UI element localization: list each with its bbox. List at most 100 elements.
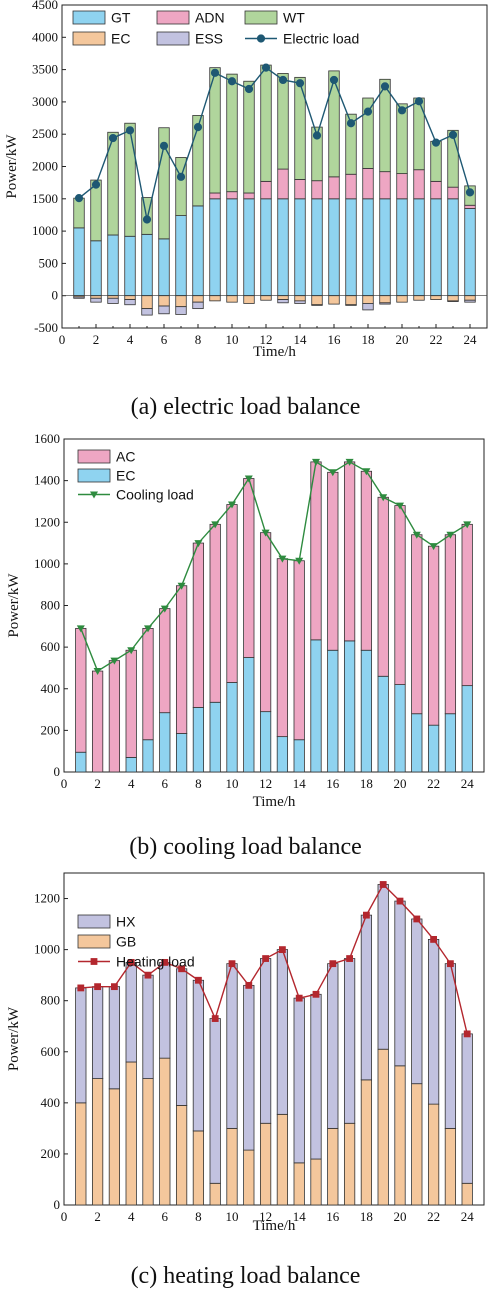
bar-hx — [243, 984, 255, 1151]
bar-ec — [226, 295, 238, 303]
bar-ac — [192, 542, 205, 708]
bar-ec — [293, 739, 305, 773]
bar-gb — [427, 1103, 440, 1206]
bar-hx — [327, 963, 339, 1129]
x-tick-label: 14 — [294, 332, 308, 347]
legend-swatch-ac — [77, 449, 111, 464]
legend-label-adn: ADN — [195, 10, 225, 26]
bar-ac — [75, 627, 87, 753]
legend-label-electric-load: Electric load — [283, 31, 359, 47]
bar-ac — [394, 505, 406, 685]
point-cooling-load — [261, 529, 270, 537]
bar-gb — [293, 1162, 305, 1206]
bar-ec — [394, 684, 406, 773]
point-electric-load — [312, 131, 322, 140]
bar-ac — [159, 608, 171, 714]
bar-adn — [464, 204, 476, 209]
bar-ec — [276, 736, 289, 773]
bar-gt — [175, 215, 187, 297]
bar-gb — [125, 1061, 137, 1206]
bar-adn — [345, 173, 357, 200]
x-tick-label: 24 — [461, 1209, 475, 1224]
bar-adn — [413, 169, 425, 200]
bar-gb — [175, 1104, 188, 1206]
point-heating-load — [396, 897, 404, 905]
x-tick-label: 4 — [128, 776, 135, 791]
bar-ec — [209, 701, 221, 773]
y-tick-label: 800 — [41, 598, 61, 613]
bar-gt — [107, 234, 119, 297]
bar-hx — [91, 986, 104, 1079]
x-tick-label: 8 — [195, 332, 202, 347]
x-tick-label: 6 — [162, 1209, 169, 1224]
legend-marker-cooling-load — [90, 491, 98, 499]
x-tick-label: 20 — [396, 332, 409, 347]
bar-gt — [396, 198, 408, 297]
bar-gb — [461, 1182, 473, 1206]
legend-label-gt: GT — [111, 10, 131, 26]
legend-swatch-adn — [156, 10, 190, 25]
x-tick-label: 22 — [427, 1209, 440, 1224]
bar-ac — [276, 558, 289, 738]
legend-swatch-hx — [77, 914, 111, 929]
bar-gb — [276, 1113, 289, 1206]
point-cooling-load — [345, 458, 354, 466]
x-tick-label: 4 — [127, 332, 134, 347]
bar-ac — [91, 670, 104, 773]
bar-gt — [430, 198, 442, 297]
point-electric-load — [91, 180, 101, 189]
legend-swatch-wt — [244, 10, 278, 25]
bar-hx — [293, 997, 305, 1164]
bar-gb — [243, 1149, 255, 1206]
point-electric-load — [329, 75, 339, 85]
point-heating-load — [295, 994, 303, 1002]
legend-label-ec: EC — [116, 468, 135, 484]
bar-gb — [310, 1158, 322, 1206]
point-cooling-load — [379, 494, 388, 502]
legend-label-ac: AC — [116, 449, 135, 465]
bar-ec — [125, 757, 137, 773]
point-cooling-load — [93, 668, 102, 676]
legend-swatch-ec — [77, 468, 111, 483]
bar-adn — [226, 191, 238, 200]
legend-label-ec: EC — [111, 31, 130, 47]
point-cooling-load — [396, 502, 404, 510]
bar-gb — [75, 1102, 87, 1206]
bar-wt — [243, 80, 255, 194]
bar-ec — [343, 640, 356, 773]
bar-ec — [243, 295, 255, 304]
point-cooling-load — [412, 531, 421, 539]
bar-ess — [158, 305, 170, 315]
x-tick-label: 10 — [226, 332, 239, 347]
point-heating-load — [161, 958, 169, 966]
plot-frame — [63, 872, 485, 1206]
bar-hx — [377, 884, 389, 1050]
x-tick-label: 18 — [360, 1209, 373, 1224]
x-tick-label: 22 — [430, 332, 443, 347]
cooling-chart-caption: (b) cooling load balance — [129, 834, 362, 860]
bar-wt — [90, 179, 102, 242]
point-electric-load — [261, 63, 271, 72]
bar-ess — [311, 304, 323, 306]
point-heating-load — [312, 990, 320, 998]
bar-gb — [343, 1122, 356, 1206]
point-cooling-load — [194, 540, 203, 548]
y-tick-label: 2000 — [32, 159, 58, 174]
bar-ec — [226, 682, 238, 773]
bar-gt — [311, 198, 323, 297]
point-electric-load — [448, 130, 458, 139]
bar-ec — [362, 295, 374, 304]
x-tick-label: 22 — [427, 776, 440, 791]
bar-wt — [175, 157, 187, 216]
point-heating-load — [94, 983, 101, 991]
bar-gt — [124, 235, 136, 297]
bar-wt — [107, 131, 119, 236]
point-electric-load — [159, 141, 169, 150]
bar-adn — [362, 168, 374, 200]
legend-marker-heating-load — [90, 958, 98, 965]
point-electric-load — [363, 107, 373, 116]
y-tick-label: 3000 — [32, 94, 58, 109]
bar-gb — [377, 1048, 389, 1206]
bar-gt — [362, 198, 374, 297]
